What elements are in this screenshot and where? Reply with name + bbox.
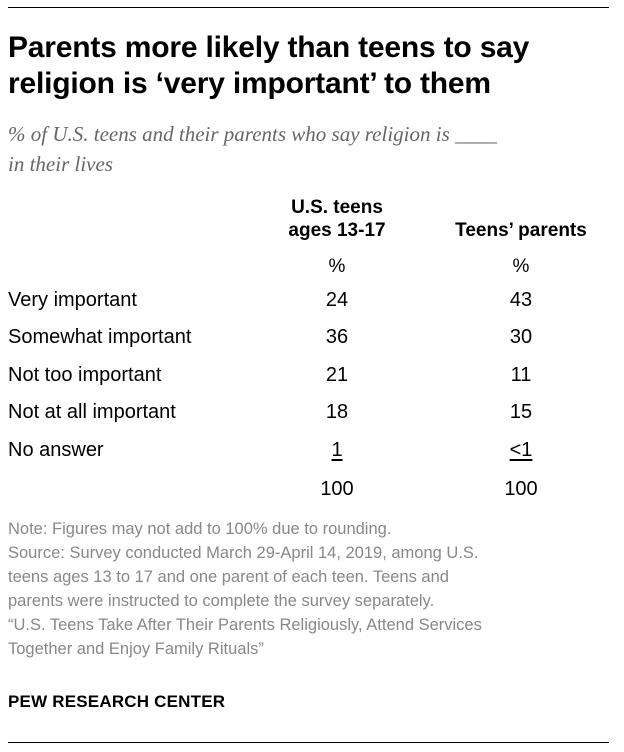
parents-total: 100 bbox=[504, 478, 538, 500]
column-header-parents-line-1: Teens’ parents bbox=[455, 220, 587, 241]
row-label: Not at all important bbox=[8, 401, 176, 423]
chart-subtitle: % of U.S. teens and their parents who sa… bbox=[8, 119, 608, 179]
subtitle-line-1: % of U.S. teens and their parents who sa… bbox=[8, 122, 497, 146]
row-label: Very important bbox=[8, 289, 137, 311]
parents-value: 11 bbox=[510, 364, 532, 386]
unit-label-teens: % bbox=[328, 256, 346, 277]
table-row: Not at all important 18 15 bbox=[0, 400, 624, 438]
teens-value: 18 bbox=[325, 401, 349, 423]
report-title-line: Together and Enjoy Family Rituals” bbox=[8, 640, 264, 658]
source-line: parents were instructed to complete the … bbox=[8, 592, 435, 610]
top-rule bbox=[8, 7, 609, 8]
source-line: Source: Survey conducted March 29-April … bbox=[8, 544, 479, 562]
teens-value: 1 bbox=[331, 439, 343, 461]
row-label: No answer bbox=[8, 439, 104, 461]
pew-research-center-logo: PEW RESEARCH CENTER bbox=[8, 692, 226, 711]
parents-value: 43 bbox=[509, 289, 533, 311]
table-row: Very important 24 43 bbox=[0, 288, 624, 326]
column-header-teens-line-1: U.S. teens bbox=[291, 197, 383, 218]
source-line: teens ages 13 to 17 and one parent of ea… bbox=[8, 568, 449, 586]
parents-value: 15 bbox=[509, 401, 533, 423]
notes: Note: Figures may not add to 100% due to… bbox=[8, 517, 612, 661]
teens-total: 100 bbox=[320, 478, 354, 500]
row-label: Not too important bbox=[8, 364, 162, 386]
totals-row: 100 100 bbox=[0, 477, 624, 515]
title-line-1: Parents more likely than teens to say bbox=[8, 31, 530, 64]
table-row: Not too important 21 11 bbox=[0, 363, 624, 401]
table-row: Somewhat important 36 30 bbox=[0, 325, 624, 363]
teens-value: 36 bbox=[325, 326, 349, 348]
note-line: Note: Figures may not add to 100% due to… bbox=[8, 520, 392, 538]
column-header-teens-line-2: ages 13-17 bbox=[288, 220, 386, 241]
table-row: No answer 1 <1 bbox=[0, 438, 624, 476]
parents-value: 30 bbox=[509, 326, 533, 348]
column-header-parents: Teens’ parents bbox=[438, 219, 604, 242]
teens-value: 21 bbox=[325, 364, 349, 386]
bottom-rule bbox=[8, 742, 609, 743]
report-title-line: “U.S. Teens Take After Their Parents Rel… bbox=[8, 616, 482, 634]
row-label: Somewhat important bbox=[8, 326, 192, 348]
column-header-teens: U.S. teens ages 13-17 bbox=[262, 196, 412, 242]
teens-value: 24 bbox=[325, 289, 349, 311]
subtitle-line-2: in their lives bbox=[8, 152, 113, 176]
parents-value: <1 bbox=[509, 439, 533, 461]
chart-title: Parents more likely than teens to say re… bbox=[8, 30, 608, 102]
unit-label-parents: % bbox=[512, 256, 530, 277]
title-line-2: religion is ‘very important’ to them bbox=[8, 67, 491, 100]
